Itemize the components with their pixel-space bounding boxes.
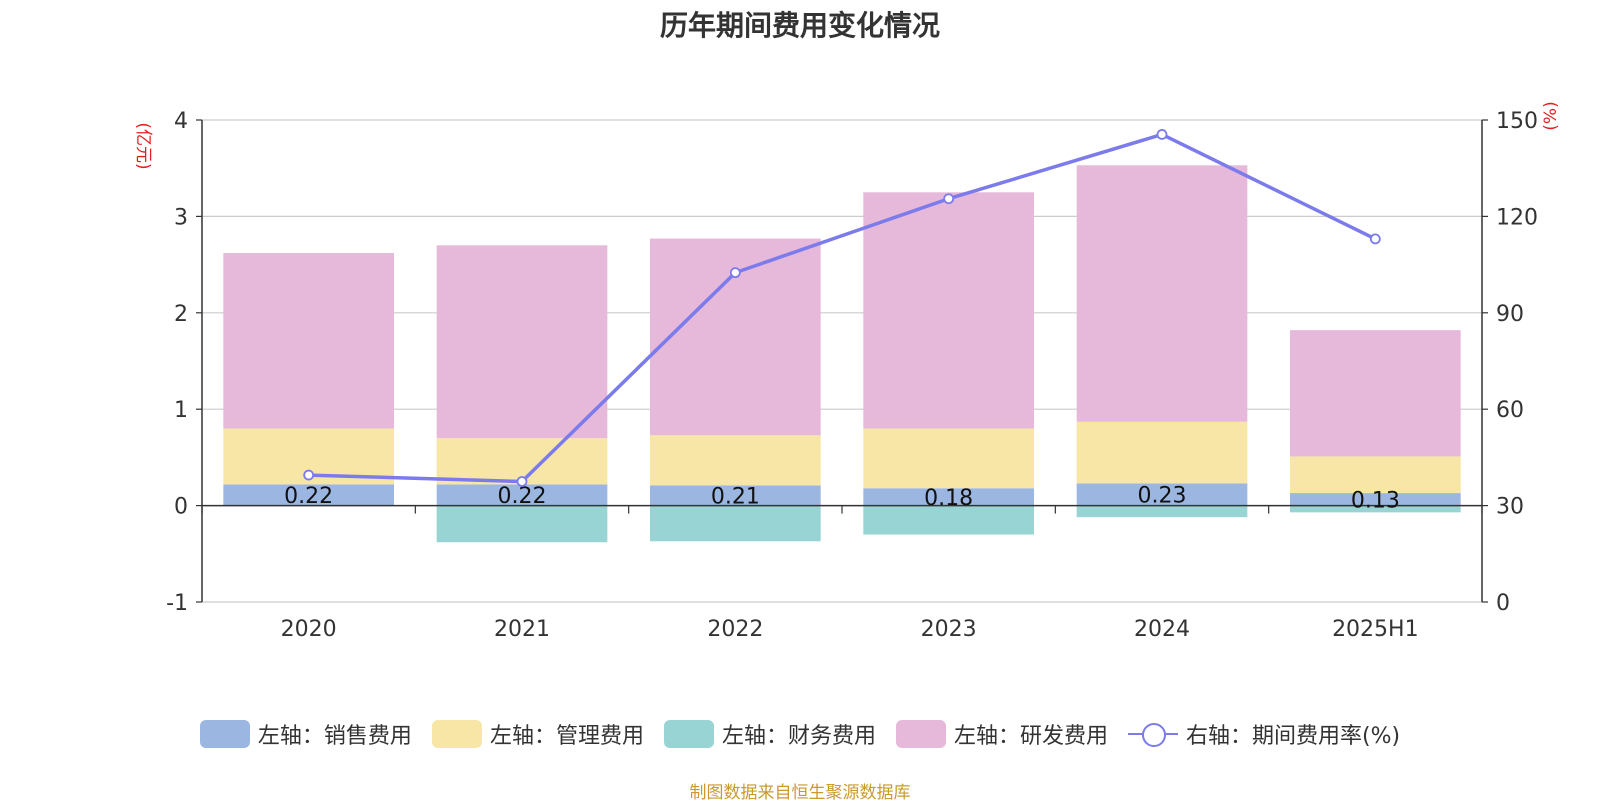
point-expense-rate-2020: [303, 469, 315, 481]
x-tick-label: 2023: [921, 617, 977, 642]
legend-swatch-finance: [663, 720, 714, 748]
bar-rnd-2025H1: [1290, 330, 1461, 457]
legend-item-expense-rate[interactable]: 右轴：期间费用率(%): [1127, 718, 1401, 750]
bar-finance-2022: [650, 505, 821, 542]
legend-label-rnd: 左轴：研发费用: [953, 724, 1108, 749]
bar-sales-2024: [1076, 483, 1248, 506]
y-left-tick-label: 3: [174, 205, 188, 230]
legend-swatch-rnd: [895, 720, 946, 748]
data-label-sales: 0.23: [1138, 484, 1187, 509]
bar-finance-2021: [436, 505, 608, 543]
source-note: 制图数据来自恒生聚源数据库: [689, 783, 911, 803]
line-expense-rate: [308, 132, 1377, 484]
legend-item-sales[interactable]: 左轴：销售费用: [199, 718, 412, 750]
bar-admin-2025H1: [1290, 456, 1461, 494]
x-tick-label: 2021: [494, 617, 550, 642]
point-expense-rate-2023: [943, 193, 955, 205]
legend-label-sales: 左轴：销售费用: [257, 724, 412, 749]
y-right-unit-label: (%): [1541, 101, 1561, 130]
chart-canvas: -1 0 1 2 3 4 0 30 60 90 120 150 (亿元) (%) 0.22 0.22 0.21 0…: [133, 101, 1561, 642]
point-expense-rate-2024: [1156, 129, 1168, 140]
y-left-tick-label: 0: [174, 495, 188, 520]
bar-admin-2024: [1076, 421, 1248, 484]
y-right-tick-label: 150: [1496, 109, 1538, 134]
y-right-tick-label: 30: [1496, 495, 1524, 520]
legend-label-expense-rate: 右轴：期间费用率(%): [1185, 724, 1401, 749]
bar-rnd-2021: [436, 245, 608, 439]
data-label-sales: 0.22: [498, 484, 547, 509]
data-label-sales: 0.22: [284, 484, 333, 509]
chart-title: 历年期间费用变化情况: [659, 9, 940, 42]
x-tick-label: 2022: [707, 617, 763, 642]
legend-swatch-sales: [199, 720, 250, 748]
point-expense-rate-2025H1: [1369, 233, 1381, 245]
y-right-tick-label: 0: [1496, 591, 1510, 616]
bar-admin-2023: [863, 428, 1034, 489]
bar-sales-2020: [223, 484, 394, 506]
x-tick-label: 2024: [1134, 617, 1190, 642]
legend-item-admin[interactable]: 左轴：管理费用: [431, 718, 644, 750]
bar-admin-2022: [650, 435, 821, 486]
y-right-tick-label: 120: [1496, 205, 1538, 230]
point-expense-rate-2021: [516, 476, 528, 487]
legend-label-finance: 左轴：财务费用: [721, 724, 876, 749]
bar-finance-2024: [1076, 505, 1248, 518]
bar-sales-2025H1: [1290, 493, 1461, 506]
bar-sales-2022: [650, 485, 821, 506]
bar-finance-2025H1: [1290, 505, 1461, 513]
data-label-sales: 0.18: [924, 486, 973, 511]
x-tick-label: 2020: [281, 617, 337, 642]
bar-sales-2021: [436, 484, 608, 506]
data-label-sales: 0.21: [711, 484, 760, 509]
y-left-tick-label: -1: [166, 591, 188, 616]
legend-swatch-expense-rate: [1127, 720, 1178, 748]
legend: 左轴：销售费用 左轴：管理费用 左轴：财务费用 左轴：研发费用 右轴：期间费用率…: [0, 718, 1600, 750]
bar-finance-2023: [863, 505, 1034, 535]
bar-rnd-2020: [223, 253, 394, 429]
data-label-sales: 0.13: [1351, 488, 1400, 513]
legend-swatch-admin: [431, 720, 482, 748]
y-right-tick-label: 60: [1496, 398, 1524, 423]
bar-rnd-2023: [863, 192, 1034, 429]
y-left-tick-label: 4: [174, 109, 188, 134]
legend-label-admin: 左轴：管理费用: [489, 724, 644, 749]
legend-item-rnd[interactable]: 左轴：研发费用: [895, 718, 1108, 750]
y-left-tick-label: 1: [174, 398, 188, 423]
y-left-unit-label: (亿元): [133, 122, 153, 169]
y-left-tick-label: 2: [174, 302, 188, 327]
bar-sales-2023: [863, 488, 1034, 506]
x-tick-label: 2025H1: [1332, 617, 1419, 642]
y-right-tick-label: 90: [1496, 302, 1524, 327]
legend-item-finance[interactable]: 左轴：财务费用: [663, 718, 876, 750]
point-expense-rate-2022: [729, 267, 741, 279]
bar-rnd-2024: [1076, 165, 1248, 422]
